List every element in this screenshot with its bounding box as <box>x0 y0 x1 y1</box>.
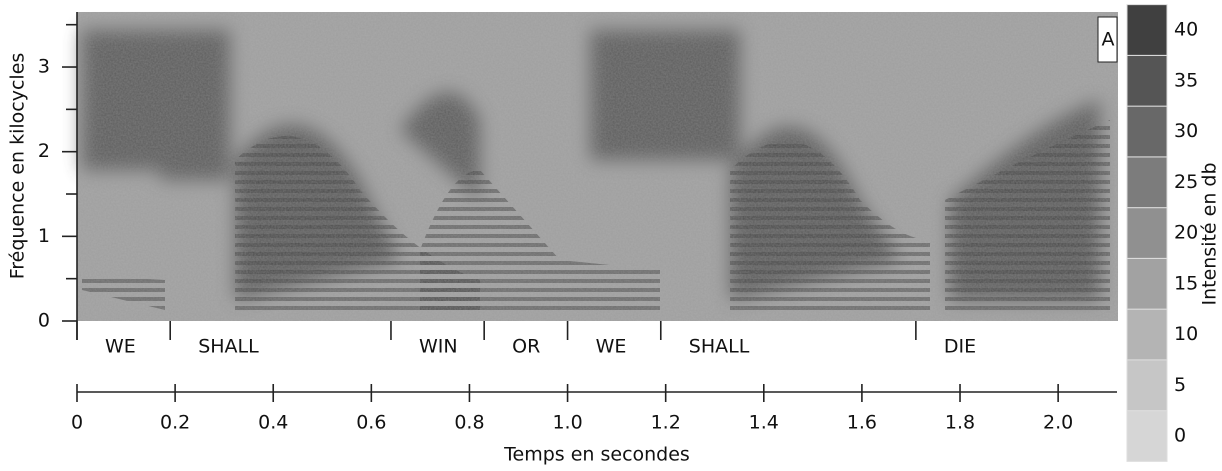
spectrogram-image <box>77 12 1118 321</box>
colorbar-tick-label: 25 <box>1174 171 1198 193</box>
colorbar-swatch <box>1126 257 1168 310</box>
colorbar-swatch <box>1126 54 1168 107</box>
x-tick-label: 0.8 <box>454 412 484 434</box>
y-tick-label: 0 <box>38 310 50 332</box>
word-label: WE <box>596 336 627 358</box>
panel-label: A <box>1102 29 1115 51</box>
y-axis-label: Fréquence en kilocycles <box>7 53 29 280</box>
x-tick-label: 1.2 <box>651 412 681 434</box>
x-tick-label: 1.0 <box>552 412 582 434</box>
colorbar-tick-label: 15 <box>1174 272 1198 294</box>
word-label: DIE <box>944 336 976 358</box>
colorbar-swatch <box>1126 156 1168 209</box>
colorbar-tick-label: 5 <box>1174 374 1186 396</box>
x-tick-label: 1.8 <box>945 412 975 434</box>
colorbar-tick-label: 30 <box>1174 120 1198 142</box>
colorbar-tick-label: 40 <box>1174 19 1198 41</box>
x-tick-label: 0.2 <box>160 412 190 434</box>
word-label: WE <box>105 336 136 358</box>
word-label: WIN <box>419 336 458 358</box>
colorbar-swatch <box>1126 4 1168 56</box>
x-tick-label: 1.6 <box>847 412 877 434</box>
y-tick-label: 2 <box>38 140 50 162</box>
colorbar-swatch <box>1126 308 1168 361</box>
word-label: SHALL <box>198 336 259 358</box>
colorbar-tick-label: 35 <box>1174 69 1198 91</box>
x-tick-label: 0.6 <box>356 412 386 434</box>
x-tick-label: 0 <box>71 412 83 434</box>
colorbar-tick-label: 0 <box>1174 425 1186 447</box>
colorbar-tick-label: 20 <box>1174 222 1198 244</box>
word-label: SHALL <box>689 336 750 358</box>
colorbar-swatch <box>1126 410 1168 462</box>
x-axis-label: Temps en secondes <box>503 444 690 466</box>
x-tick-label: 2.0 <box>1043 412 1073 434</box>
x-tick-label: 0.4 <box>258 412 288 434</box>
word-label: OR <box>512 336 540 358</box>
y-tick-label: 3 <box>38 56 50 78</box>
colorbar-swatch <box>1126 105 1168 158</box>
x-tick-label: 1.4 <box>749 412 779 434</box>
y-tick-label: 1 <box>38 225 50 247</box>
colorbar-tick-label: 10 <box>1174 323 1198 345</box>
colorbar-swatch <box>1126 359 1168 412</box>
colorbar-swatch <box>1126 207 1168 259</box>
colorbar-label: Intensité en db <box>1199 162 1221 305</box>
